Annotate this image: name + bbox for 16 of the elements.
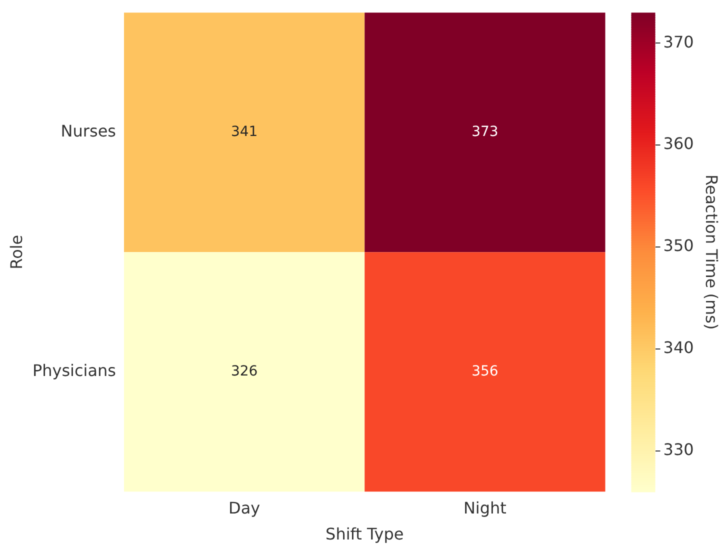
data-label: 326 bbox=[230, 363, 258, 380]
y-tick-label: Nurses bbox=[60, 122, 116, 141]
color-bar-label: 370 bbox=[663, 32, 694, 52]
data-label: 341 bbox=[230, 124, 258, 140]
color-bar-label: 360 bbox=[663, 134, 694, 154]
color-bar-label: 340 bbox=[663, 338, 694, 358]
data-label: 373 bbox=[472, 124, 498, 140]
x-tick-label: Night bbox=[463, 498, 506, 518]
color-bar-label: 350 bbox=[663, 236, 694, 256]
color-bar-title: Reaction Time (ms) bbox=[702, 174, 722, 330]
x-tick-label: Day bbox=[228, 498, 260, 518]
y-axis-title: Role bbox=[6, 234, 26, 270]
y-tick-label: Physicians bbox=[32, 361, 116, 380]
data-label: 356 bbox=[472, 363, 498, 380]
color-bar-label: 330 bbox=[663, 440, 694, 459]
x-axis-title: Shift Type bbox=[326, 524, 404, 544]
